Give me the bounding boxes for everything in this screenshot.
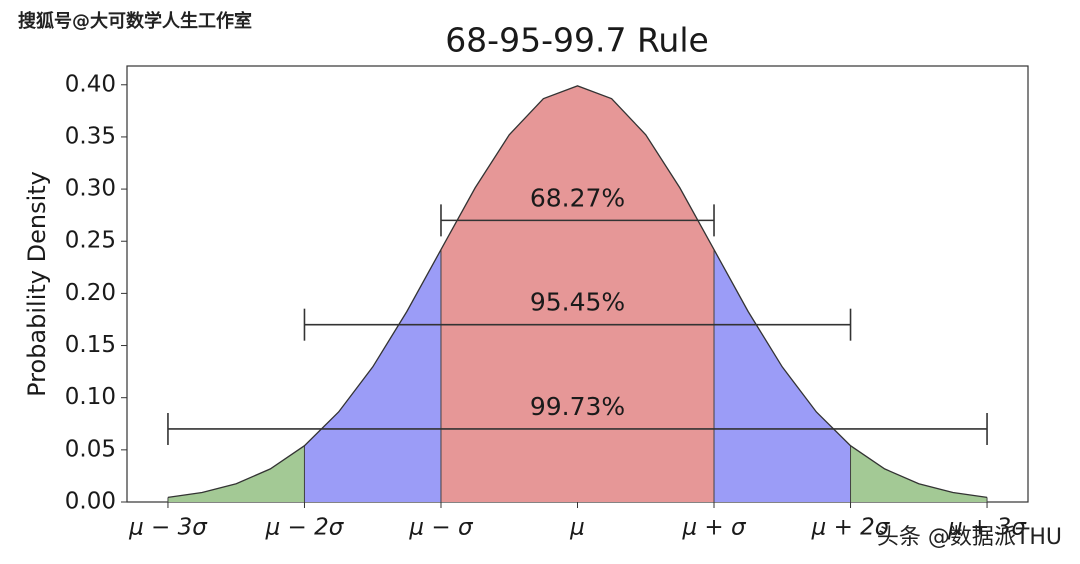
y-tick-label: 0.10 (65, 384, 116, 410)
y-tick-label: 0.35 (65, 123, 116, 149)
interval-label: 68.27% (530, 183, 625, 212)
y-tick-label: 0.30 (65, 176, 116, 202)
y-tick-label: 0.40 (65, 71, 116, 97)
x-tick-label: μ + 3σ (947, 515, 1027, 541)
y-tick-label: 0.05 (65, 436, 116, 462)
watermark: 头条 @数据派THU (877, 525, 1062, 550)
x-tick-label: μ − 3σ (128, 515, 208, 541)
y-axis-label: Probability Density (23, 171, 51, 397)
y-tick-label: 0.20 (65, 280, 116, 306)
region-area (440, 85, 715, 503)
y-tick-label: 0.25 (65, 228, 116, 254)
region-area (850, 445, 988, 502)
interval-label: 99.73% (530, 392, 625, 421)
x-tick-label: μ + 2σ (811, 515, 891, 541)
density-curve (167, 85, 988, 499)
x-tick-label: μ (569, 515, 585, 541)
y-tick-label: 0.15 (65, 332, 116, 358)
chart-title: 68-95-99.7 Rule (445, 21, 709, 60)
x-tick-label: μ − 2σ (265, 515, 345, 541)
y-tick-label: 0.00 (65, 489, 116, 515)
watermark: 搜狐号@大可数学人生工作室 (18, 10, 252, 32)
region-area (167, 445, 305, 502)
interval-label: 95.45% (530, 288, 625, 317)
x-tick-label: μ − σ (408, 515, 474, 541)
x-tick-label: μ + σ (681, 515, 747, 541)
